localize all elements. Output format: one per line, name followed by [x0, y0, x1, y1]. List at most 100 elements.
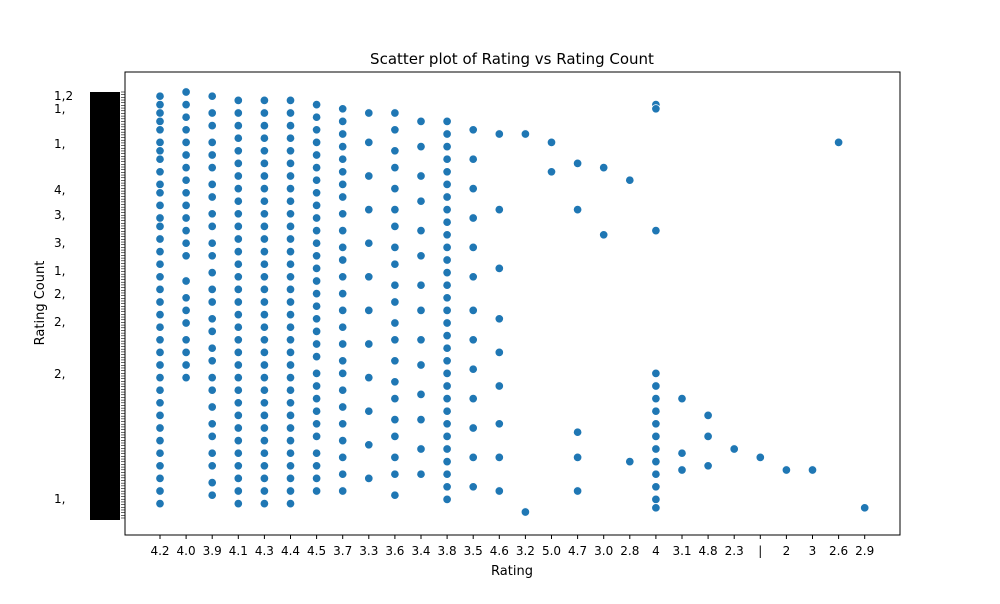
- data-point: [155, 137, 165, 147]
- y-tick-label-overlap: [90, 258, 120, 265]
- y-tick-label-overlap: [90, 467, 120, 474]
- data-point: [468, 482, 478, 492]
- data-point: [573, 158, 583, 168]
- data-point: [677, 394, 687, 404]
- data-point: [233, 158, 243, 168]
- data-point: [181, 251, 191, 261]
- data-point: [259, 184, 269, 194]
- data-point: [207, 402, 217, 412]
- x-tick-label: 3.8: [438, 544, 457, 558]
- data-point: [207, 490, 217, 500]
- data-point: [442, 394, 452, 404]
- data-point: [729, 444, 739, 454]
- data-point: [259, 209, 269, 219]
- data-point: [233, 499, 243, 509]
- data-point: [599, 163, 609, 173]
- data-point: [312, 213, 322, 223]
- y-tick-label: 2,: [54, 287, 65, 301]
- y-tick-label-overlap: [90, 350, 120, 357]
- data-point: [259, 410, 269, 420]
- data-point: [468, 335, 478, 345]
- y-tick-label-overlap: [90, 148, 120, 155]
- data-point: [207, 179, 217, 189]
- data-point: [312, 326, 322, 336]
- x-tick-label: 2.3: [725, 544, 744, 558]
- y-tick-label-overlap: [90, 514, 120, 520]
- data-point: [338, 402, 348, 412]
- data-point: [416, 116, 426, 126]
- y-tick-label-overlap: [90, 145, 120, 152]
- data-point: [207, 356, 217, 366]
- y-tick-label-overlap: [90, 201, 120, 208]
- data-point: [233, 146, 243, 156]
- data-point: [259, 247, 269, 257]
- data-point: [259, 133, 269, 143]
- data-point: [233, 398, 243, 408]
- y-tick-label-overlap: [90, 297, 120, 304]
- x-tick-label: 3.9: [203, 544, 222, 558]
- data-point: [390, 205, 400, 215]
- data-point: [233, 310, 243, 320]
- data-point: [338, 167, 348, 177]
- y-tick-label-overlap: [90, 226, 120, 233]
- y-tick-label-overlap: [90, 404, 120, 411]
- plot-area-frame: [124, 71, 901, 536]
- x-tick-label: 4.3: [255, 544, 274, 558]
- y-tick-label-overlap: [90, 205, 120, 212]
- data-point: [468, 242, 478, 252]
- data-point: [259, 259, 269, 269]
- y-tick-label: 1,: [54, 137, 65, 151]
- y-tick-label: 2,: [54, 315, 65, 329]
- data-point: [494, 419, 504, 429]
- data-point: [285, 310, 296, 320]
- data-point: [338, 192, 348, 202]
- data-point: [233, 121, 243, 131]
- data-point: [259, 423, 269, 433]
- x-tick-label: 2.8: [620, 544, 639, 558]
- data-point: [259, 158, 269, 168]
- data-point: [181, 188, 191, 198]
- data-point: [442, 419, 452, 429]
- data-point: [233, 184, 243, 194]
- data-point: [442, 154, 452, 164]
- data-point: [285, 410, 296, 420]
- data-point: [338, 436, 348, 446]
- y-tick-label-overlap: [90, 453, 120, 460]
- y-tick-label-overlap: [90, 106, 120, 113]
- data-point: [416, 226, 426, 236]
- x-axis-ticks: 4.2 4.0 3.9 4.1 4.3 4.4 4.5 3.7 3.3 3.6 3.4 3.8 3.5 4…: [150, 535, 874, 558]
- data-point: [233, 373, 243, 383]
- data-point: [442, 331, 452, 341]
- data-point: [207, 137, 217, 147]
- data-point: [181, 200, 191, 210]
- y-axis-ticks: 1,21,1,4,3,3,1,2,2,2,1,: [54, 89, 125, 520]
- data-point: [259, 196, 269, 206]
- y-tick-label-overlap: [90, 159, 120, 166]
- y-tick-label-overlap: [90, 457, 120, 464]
- data-point: [338, 179, 348, 189]
- data-point: [181, 112, 191, 122]
- data-point: [155, 322, 165, 332]
- data-point: [651, 381, 661, 391]
- data-point: [442, 406, 452, 416]
- y-tick-label-overlap: [90, 318, 120, 325]
- x-tick-label: 2.9: [855, 544, 874, 558]
- data-point: [390, 490, 400, 500]
- y-tick-label-overlap: [90, 134, 120, 141]
- data-point: [285, 209, 296, 219]
- y-tick-label-overlap: [90, 180, 120, 187]
- data-point: [390, 394, 400, 404]
- data-point: [338, 154, 348, 164]
- data-point: [468, 305, 478, 315]
- data-point: [442, 230, 452, 240]
- data-point: [207, 448, 217, 458]
- y-tick-label-overlap: [90, 503, 120, 510]
- data-point: [338, 116, 348, 126]
- data-point: [155, 461, 165, 471]
- data-point: [181, 293, 191, 303]
- y-tick-label-overlap: [90, 191, 120, 198]
- data-point: [233, 473, 243, 483]
- data-point: [207, 326, 217, 336]
- data-point: [416, 415, 426, 425]
